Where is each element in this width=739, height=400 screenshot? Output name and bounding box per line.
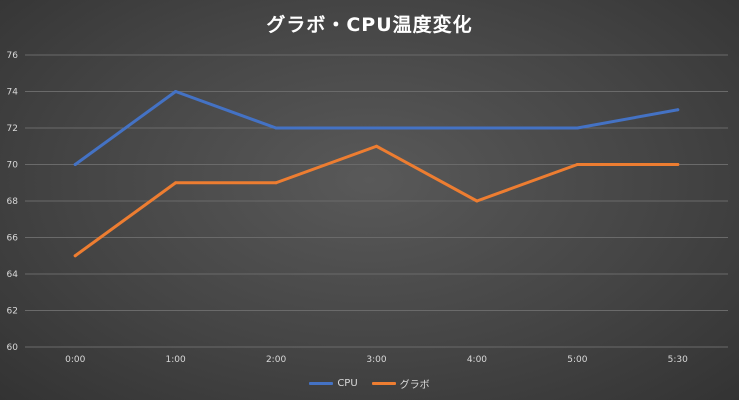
y-tick-label: 66 xyxy=(7,234,19,244)
gpu-data-point xyxy=(575,163,579,166)
y-tick-label: 62 xyxy=(7,307,18,317)
legend-swatch-cpu xyxy=(309,382,334,385)
x-tick-label: 4:00 xyxy=(467,355,487,365)
cpu-data-point xyxy=(475,126,479,130)
y-tick-label: 64 xyxy=(7,270,19,280)
x-tick-label: 5:00 xyxy=(567,355,587,365)
x-tick-label: 5:30 xyxy=(668,355,688,365)
cpu-data-point xyxy=(274,126,278,130)
y-tick-label: 70 xyxy=(7,161,19,171)
gpu-data-point xyxy=(274,181,278,185)
cpu-data-point xyxy=(676,108,680,112)
cpu-data-point xyxy=(174,90,178,93)
legend: CPU グラボ xyxy=(0,376,739,391)
x-tick-label: 1:00 xyxy=(166,355,186,365)
legend-item-gpu: グラボ xyxy=(371,376,430,391)
gpu-data-point xyxy=(375,144,378,148)
cpu-data-point xyxy=(73,163,77,166)
cpu-data-point xyxy=(375,126,378,130)
legend-label-gpu: グラボ xyxy=(399,380,430,391)
cpu-data-point xyxy=(575,126,579,130)
y-tick-label: 72 xyxy=(7,124,18,134)
gpu-data-point xyxy=(676,163,680,166)
y-tick-label: 68 xyxy=(7,197,19,207)
gpu-data-point xyxy=(475,199,479,203)
y-tick-label: 60 xyxy=(7,343,19,353)
y-tick-label: 76 xyxy=(7,51,19,61)
x-tick-label: 2:00 xyxy=(266,355,286,365)
legend-swatch-gpu xyxy=(371,382,396,385)
gpu-data-point xyxy=(174,181,178,185)
legend-label-cpu: CPU xyxy=(337,378,358,389)
y-tick-label: 74 xyxy=(7,88,19,98)
x-tick-label: 3:00 xyxy=(366,355,386,365)
gpu-data-point xyxy=(73,254,77,258)
x-tick-label: 0:00 xyxy=(65,355,85,365)
legend-item-cpu: CPU xyxy=(309,376,358,391)
chart-title: グラボ・CPU温度変化 xyxy=(266,14,473,36)
